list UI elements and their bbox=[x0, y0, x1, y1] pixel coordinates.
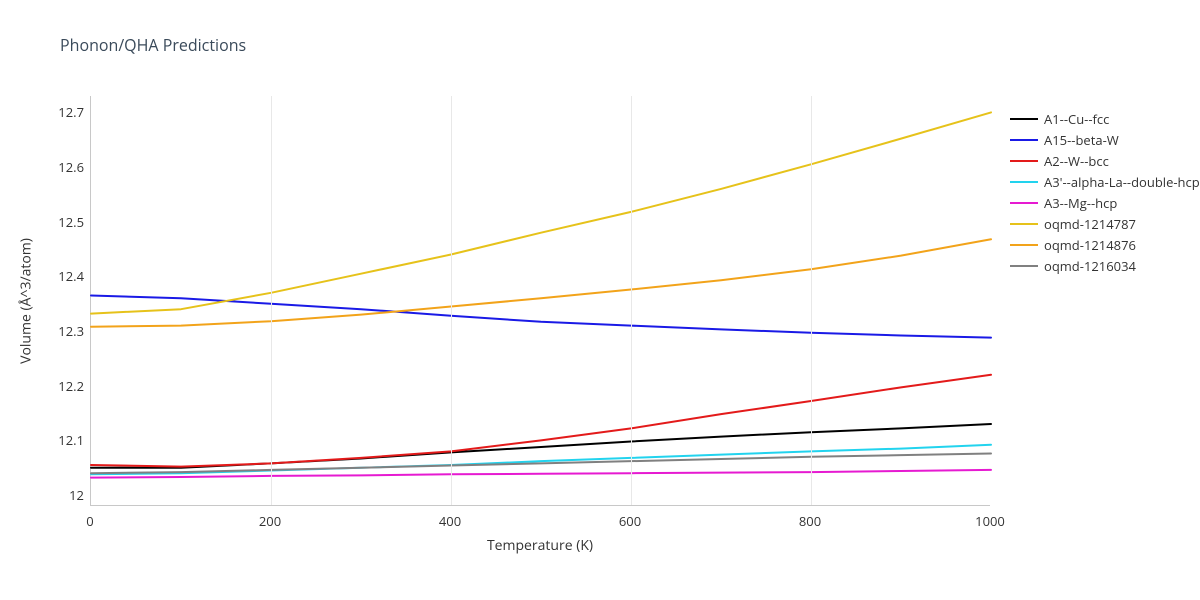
legend-swatch bbox=[1010, 118, 1038, 120]
legend-label: oqmd-1214876 bbox=[1044, 236, 1136, 254]
legend-label: A15--beta-W bbox=[1044, 131, 1119, 149]
y-tick-label: 12 bbox=[46, 486, 84, 504]
series-line bbox=[91, 445, 991, 475]
chart-title: Phonon/QHA Predictions bbox=[60, 34, 246, 56]
legend-label: oqmd-1214787 bbox=[1044, 215, 1136, 233]
legend-swatch bbox=[1010, 160, 1038, 162]
legend-swatch bbox=[1010, 139, 1038, 141]
series-line bbox=[91, 239, 991, 326]
x-tick-label: 0 bbox=[86, 512, 93, 530]
gridline-vertical bbox=[451, 96, 452, 505]
y-tick-label: 12.3 bbox=[46, 322, 84, 340]
legend-item[interactable]: A1--Cu--fcc bbox=[1010, 110, 1200, 128]
gridline-vertical bbox=[631, 96, 632, 505]
y-tick-label: 12.1 bbox=[46, 431, 84, 449]
x-tick-label: 200 bbox=[259, 512, 281, 530]
x-tick-label: 600 bbox=[619, 512, 641, 530]
legend-swatch bbox=[1010, 265, 1038, 267]
gridline-vertical bbox=[811, 96, 812, 505]
x-axis-label: Temperature (K) bbox=[487, 536, 593, 555]
legend-item[interactable]: oqmd-1214876 bbox=[1010, 236, 1200, 254]
x-tick-label: 400 bbox=[439, 512, 461, 530]
gridline-vertical bbox=[271, 96, 272, 505]
line-series-layer bbox=[91, 96, 991, 506]
legend-item[interactable]: A3'--alpha-La--double-hcp bbox=[1010, 173, 1200, 191]
legend-item[interactable]: A3--Mg--hcp bbox=[1010, 194, 1200, 212]
series-line bbox=[91, 375, 991, 467]
legend: A1--Cu--fcc A15--beta-W A2--W--bcc A3'--alp… bbox=[1010, 110, 1200, 278]
legend-label: A2--W--bcc bbox=[1044, 152, 1109, 170]
legend-label: A1--Cu--fcc bbox=[1044, 110, 1109, 128]
y-tick-label: 12.7 bbox=[46, 103, 84, 121]
legend-swatch bbox=[1010, 244, 1038, 246]
legend-swatch bbox=[1010, 181, 1038, 183]
y-tick-label: 12.6 bbox=[46, 158, 84, 176]
legend-label: A3--Mg--hcp bbox=[1044, 194, 1117, 212]
series-line bbox=[91, 112, 991, 313]
legend-item[interactable]: oqmd-1214787 bbox=[1010, 215, 1200, 233]
legend-swatch bbox=[1010, 202, 1038, 204]
series-line bbox=[91, 454, 991, 474]
y-axis-label: Volume (Å^3/atom) bbox=[17, 238, 36, 364]
y-tick-label: 12.5 bbox=[46, 213, 84, 231]
legend-label: A3'--alpha-La--double-hcp bbox=[1044, 173, 1200, 191]
y-tick-label: 12.4 bbox=[46, 267, 84, 285]
legend-item[interactable]: A2--W--bcc bbox=[1010, 152, 1200, 170]
legend-label: oqmd-1216034 bbox=[1044, 257, 1136, 275]
legend-item[interactable]: oqmd-1216034 bbox=[1010, 257, 1200, 275]
legend-swatch bbox=[1010, 223, 1038, 225]
plot-area bbox=[90, 96, 990, 506]
y-tick-label: 12.2 bbox=[46, 377, 84, 395]
x-tick-label: 1000 bbox=[975, 512, 1005, 530]
x-tick-label: 800 bbox=[799, 512, 821, 530]
legend-item[interactable]: A15--beta-W bbox=[1010, 131, 1200, 149]
